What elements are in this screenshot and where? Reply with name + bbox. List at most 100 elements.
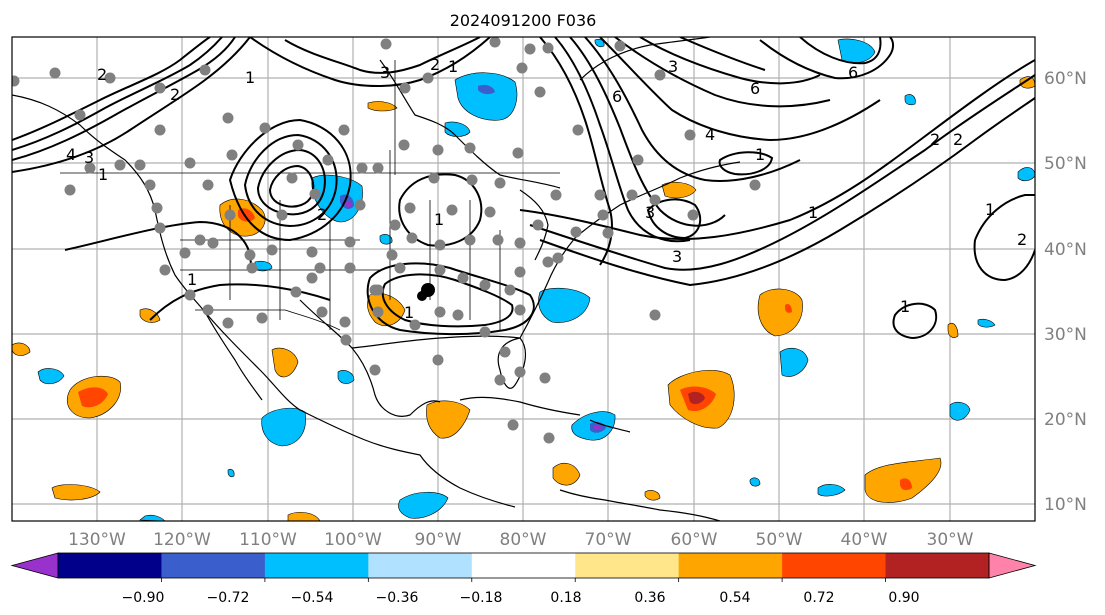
station-dot — [512, 147, 524, 159]
lat-tick-label: 40°N — [1044, 240, 1087, 260]
colorbar-segment — [575, 553, 680, 578]
contour-label: 3 — [672, 247, 682, 266]
station-dot — [372, 162, 384, 174]
colorbar-max-extend — [988, 552, 1037, 579]
station-dot — [151, 202, 163, 214]
station-dot — [570, 226, 582, 238]
station-dot — [344, 262, 356, 274]
station-dot — [222, 112, 234, 124]
colorbar-tick-label: 0.90 — [888, 590, 919, 606]
lat-tick-label: 60°N — [1044, 69, 1087, 89]
lon-tick-label: 90°W — [415, 530, 462, 550]
station-dot — [226, 149, 238, 161]
colorbar-segment — [58, 553, 162, 578]
station-dot — [572, 124, 584, 136]
station-markers — [12, 37, 761, 444]
lon-tick-label: 120°W — [153, 530, 211, 550]
map-frame — [11, 36, 1036, 522]
latitude-axis: 60°N 50°N 40°N 30°N 20°N 10°N — [1044, 69, 1087, 515]
station-dot — [222, 317, 234, 329]
station-dot — [514, 266, 526, 278]
station-dot — [179, 247, 191, 259]
station-dot — [452, 309, 464, 321]
station-dot — [202, 304, 214, 316]
station-dot — [446, 204, 458, 216]
lon-tick-label: 50°W — [756, 530, 803, 550]
map-title: 2024091200 F036 — [450, 11, 597, 30]
station-dot — [602, 227, 614, 239]
station-dot — [649, 194, 661, 206]
colorbar-frame — [57, 552, 990, 579]
station-dot — [338, 124, 350, 136]
station-dot — [499, 346, 511, 358]
colorbar-tick-labels: −0.90 −0.72 −0.54 −0.36 −0.18 0.18 0.36 … — [122, 590, 920, 606]
colorbar-tick-label: −0.54 — [291, 590, 334, 606]
lon-tick-label: 110°W — [239, 530, 297, 550]
station-dot — [369, 364, 381, 376]
station-dot — [543, 432, 555, 444]
station-dot — [552, 252, 564, 264]
lon-tick-label: 70°W — [585, 530, 632, 550]
lon-tick-label: 60°W — [671, 530, 718, 550]
station-dot — [389, 219, 401, 231]
colorbar-segment — [264, 553, 369, 578]
contour-label: 6 — [750, 79, 760, 98]
lat-tick-label: 30°N — [1044, 325, 1087, 345]
station-dot — [406, 232, 418, 244]
contour-label: 1 — [755, 145, 765, 164]
station-dot — [494, 374, 506, 386]
contour-label: 3 — [668, 57, 678, 76]
station-dot — [322, 154, 334, 166]
colorbar-segment — [885, 553, 990, 578]
station-dot — [154, 222, 166, 234]
station-dot — [492, 234, 504, 246]
station-dot — [466, 174, 478, 186]
station-dot — [428, 172, 440, 184]
colorbar-tick-label: 0.18 — [550, 590, 581, 606]
station-dot — [207, 237, 219, 249]
contour-label: 1 — [808, 203, 818, 222]
contour-label: 1 — [434, 210, 444, 229]
graticule — [12, 37, 1035, 521]
station-dot — [386, 249, 398, 261]
station-dot — [246, 262, 258, 274]
station-dot — [542, 256, 554, 268]
station-dot — [687, 209, 699, 221]
contour-label: 4 — [705, 125, 715, 144]
colorbar-tick-label: −0.90 — [122, 590, 165, 606]
contour-labels: 2 1 3 2 1 2 4 3 1 1 2 1 6 3 4 6 6 1 1 3 … — [66, 55, 1027, 322]
contour-label: 2 — [1017, 230, 1027, 249]
station-dot — [372, 306, 384, 318]
station-dot — [356, 162, 368, 174]
station-dot — [542, 42, 554, 54]
station-dot — [339, 316, 351, 328]
colorbar-segment — [782, 553, 887, 578]
station-dot — [550, 189, 562, 201]
colorbar-tick-label: −0.72 — [207, 590, 250, 606]
map-area: 2 1 3 2 1 2 4 3 1 1 2 1 6 3 4 6 6 1 1 3 … — [12, 37, 1035, 521]
contour-label: 2 — [317, 205, 327, 224]
contour-label: 6 — [612, 87, 622, 106]
station-dot — [159, 264, 171, 276]
station-dot — [354, 199, 366, 211]
station-dot — [432, 144, 444, 156]
station-dot — [266, 244, 278, 256]
station-dot — [539, 372, 551, 384]
lon-tick-label: 30°W — [927, 530, 974, 550]
contour-label: 2 — [930, 130, 940, 149]
political-borders — [60, 60, 560, 331]
station-dot — [286, 172, 298, 184]
station-dot — [64, 184, 76, 196]
station-dot — [104, 72, 116, 84]
station-dot — [49, 67, 61, 79]
colorbar-tick-label: −0.36 — [376, 590, 419, 606]
station-dot — [494, 177, 506, 189]
station-dot — [12, 75, 20, 87]
colorbar-min-extend — [10, 552, 59, 579]
lon-tick-label: 40°W — [841, 530, 888, 550]
station-dot — [290, 286, 302, 298]
station-dot — [434, 239, 446, 251]
contour-label: 1 — [245, 68, 255, 87]
station-dot — [434, 306, 446, 318]
